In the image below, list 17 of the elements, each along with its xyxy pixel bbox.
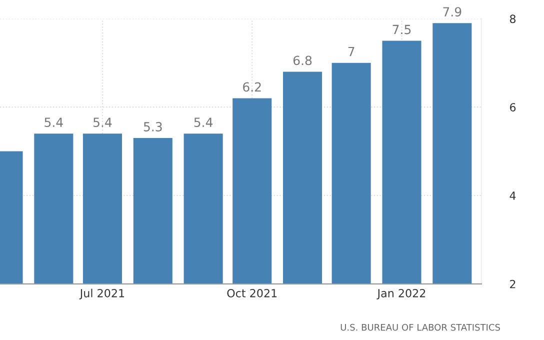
text: U.S. BUREAU OF LABOR STATISTICS	[340, 324, 500, 331]
y-tick-label: 8	[510, 14, 516, 24]
data-label: 5.4	[44, 118, 63, 128]
data-label: 7.9	[443, 7, 462, 17]
data-label: 5.4	[194, 118, 213, 128]
x-tick-label: Jan 2022	[376, 288, 426, 300]
data-label: 6.2	[243, 82, 261, 92]
data-label: 5.3	[144, 122, 162, 132]
x-tick-label: Jul 2021	[79, 288, 124, 300]
data-label: 5.4	[93, 118, 112, 128]
data-label: 7	[348, 47, 354, 56]
data-label: 7.5	[392, 24, 411, 34]
y-tick-label: 4	[510, 192, 516, 200]
y-tick-label: 6	[510, 103, 516, 112]
x-tick-label: Oct 2021	[227, 288, 277, 298]
y-tick-label: 2	[510, 280, 516, 288]
data-label: 6.8	[293, 56, 312, 66]
